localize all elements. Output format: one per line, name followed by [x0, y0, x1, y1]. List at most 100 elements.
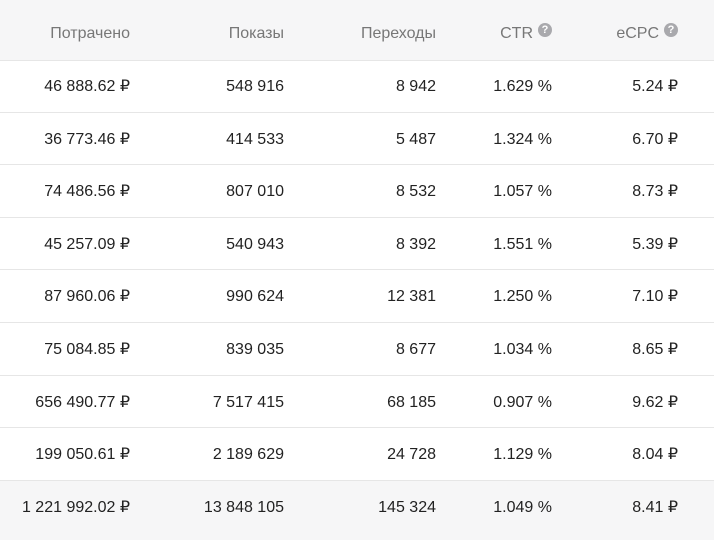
table-cell-text: 8.65 ₽ [632, 341, 678, 358]
table-cell-text: 6.70 ₽ [632, 130, 678, 148]
table-cell-text: 839 035 [226, 341, 284, 358]
table-cell: 5.39 ₽ [632, 218, 678, 272]
table-cell-text: 68 185 [387, 393, 436, 411]
table-cell: 548 916 [226, 60, 284, 114]
header-cell: Показы [229, 0, 284, 68]
table-cell: 8 677 [396, 323, 436, 377]
table-cell: 24 728 [387, 428, 436, 482]
table-cell: 12 381 [387, 270, 436, 324]
table-cell-text: 8.04 ₽ [632, 446, 678, 464]
table-cell: 807 010 [226, 165, 284, 219]
header-cell-text: Показы [228, 25, 284, 42]
table-cell-text: 75 084.85 ₽ [44, 341, 130, 358]
table-cell-text: 8.73 ₽ [632, 183, 678, 201]
table-cell: 5 487 [396, 113, 436, 167]
table-row: 656 490.77 ₽ 7 517 415 68 185 0.907 % 9.62 ₽ [0, 376, 714, 429]
total-cell: 1.049 % [493, 481, 552, 535]
table-cell-text: 5.39 ₽ [632, 235, 678, 253]
header-row: Потрачено Показы Переходы CTR? eCPC? [0, 0, 714, 61]
table-cell: 839 035 [226, 323, 284, 377]
table-cell: 8.73 ₽ [632, 165, 678, 219]
table-cell: 8.65 ₽ [632, 323, 678, 377]
header-cell-text: eCPC [616, 25, 659, 42]
table-cell: 1.057 % [493, 165, 552, 219]
table-cell: 0.907 % [493, 376, 552, 430]
table-cell: 1.250 % [493, 270, 552, 324]
table-row: 199 050.61 ₽ 2 189 629 24 728 1.129 % 8.04 ₽ [0, 428, 714, 481]
table-cell-text: 45 257.09 ₽ [44, 235, 130, 253]
table-cell: 6.70 ₽ [632, 113, 678, 167]
table-cell-text: 1.629 % [493, 78, 552, 95]
table-cell: 5.24 ₽ [632, 60, 678, 114]
table-cell-text: 1.057 % [493, 183, 552, 201]
total-cell-text: 8.41 ₽ [632, 498, 678, 516]
header-cell: CTR? [500, 0, 552, 68]
table-cell: 8 392 [396, 218, 436, 272]
table-cell-text: 46 888.62 ₽ [44, 78, 130, 95]
table-cell-text: 8 392 [395, 235, 436, 253]
table-cell-text: 5.24 ₽ [632, 78, 678, 95]
table-cell-text: 1.129 % [493, 446, 552, 464]
table-cell: 7 517 415 [213, 376, 284, 430]
total-cell: 1 221 992.02 ₽ [22, 481, 130, 535]
header-cell-text: Переходы [360, 25, 436, 42]
table-cell-text: 5 487 [395, 130, 436, 148]
table-row: 75 084.85 ₽ 839 035 8 677 1.034 % 8.65 ₽ [0, 323, 714, 376]
table-cell: 36 773.46 ₽ [44, 113, 130, 167]
total-cell-text: 1 221 992.02 ₽ [21, 498, 130, 516]
table-cell: 1.629 % [493, 60, 552, 114]
table-cell-text: 7 517 415 [212, 393, 284, 411]
total-cell: 8.41 ₽ [632, 481, 678, 535]
table-cell-text: 548 916 [226, 78, 284, 95]
table-cell: 414 533 [226, 113, 284, 167]
total-cell-text: 13 848 105 [203, 498, 284, 516]
table-cell-text: 2 189 629 [212, 446, 284, 464]
table-cell: 199 050.61 ₽ [35, 428, 130, 482]
table-row: 45 257.09 ₽ 540 943 8 392 1.551 % 5.39 ₽ [0, 218, 714, 271]
table-cell: 540 943 [226, 218, 284, 272]
table-cell-text: 9.62 ₽ [632, 393, 678, 411]
table-cell: 68 185 [387, 376, 436, 430]
header-cell: Потрачено [50, 0, 130, 68]
total-cell-text: 1.049 % [493, 498, 552, 516]
table-row: 46 888.62 ₽ 548 916 8 942 1.629 % 5.24 ₽ [0, 60, 714, 113]
table-cell: 45 257.09 ₽ [44, 218, 130, 272]
total-row: 1 221 992.02 ₽ 13 848 105 145 324 1.049 % 8.… [0, 480, 714, 540]
table-cell: 1.551 % [493, 218, 552, 272]
total-cell: 145 324 [378, 481, 436, 535]
table-cell-text: 8 942 [395, 78, 436, 95]
table-row: 74 486.56 ₽ 807 010 8 532 1.057 % 8.73 ₽ [0, 165, 714, 218]
table-cell: 1.324 % [493, 113, 552, 167]
table-cell: 46 888.62 ₽ [44, 60, 130, 114]
table-cell: 8.04 ₽ [632, 428, 678, 482]
table-cell-text: 0.907 % [493, 393, 552, 411]
table-cell: 7.10 ₽ [632, 270, 678, 324]
table-cell-text: 8 677 [395, 341, 436, 358]
total-cell: 13 848 105 [204, 481, 284, 535]
table-cell-text: 36 773.46 ₽ [44, 130, 130, 148]
total-cell-text: 145 324 [378, 498, 436, 516]
table-cell: 74 486.56 ₽ [44, 165, 130, 219]
header-cell-text: CTR [500, 25, 533, 42]
table-cell-text: 24 728 [387, 446, 436, 464]
table-cell-text: 1.034 % [493, 341, 552, 358]
table-cell: 2 189 629 [213, 428, 284, 482]
help-icon[interactable]: ? [664, 23, 678, 37]
header-cell: Переходы [361, 0, 436, 68]
table-row: 87 960.06 ₽ 990 624 12 381 1.250 % 7.10 ₽ [0, 270, 714, 323]
table-cell-text: 807 010 [226, 183, 284, 201]
table-cell-text: 540 943 [226, 235, 284, 253]
table-cell-text: 12 381 [387, 288, 436, 306]
table-cell-text: 990 624 [226, 288, 284, 306]
table-cell-text: 74 486.56 ₽ [44, 183, 130, 201]
table-cell: 1.034 % [493, 323, 552, 377]
table-row: 36 773.46 ₽ 414 533 5 487 1.324 % 6.70 ₽ [0, 113, 714, 166]
header-cell-text: Потрачено [50, 25, 130, 42]
table-cell-text: 199 050.61 ₽ [35, 446, 130, 464]
table-cell-text: 1.324 % [493, 130, 552, 148]
table-cell: 87 960.06 ₽ [44, 270, 130, 324]
help-icon[interactable]: ? [538, 23, 552, 37]
table-cell: 9.62 ₽ [632, 376, 678, 430]
